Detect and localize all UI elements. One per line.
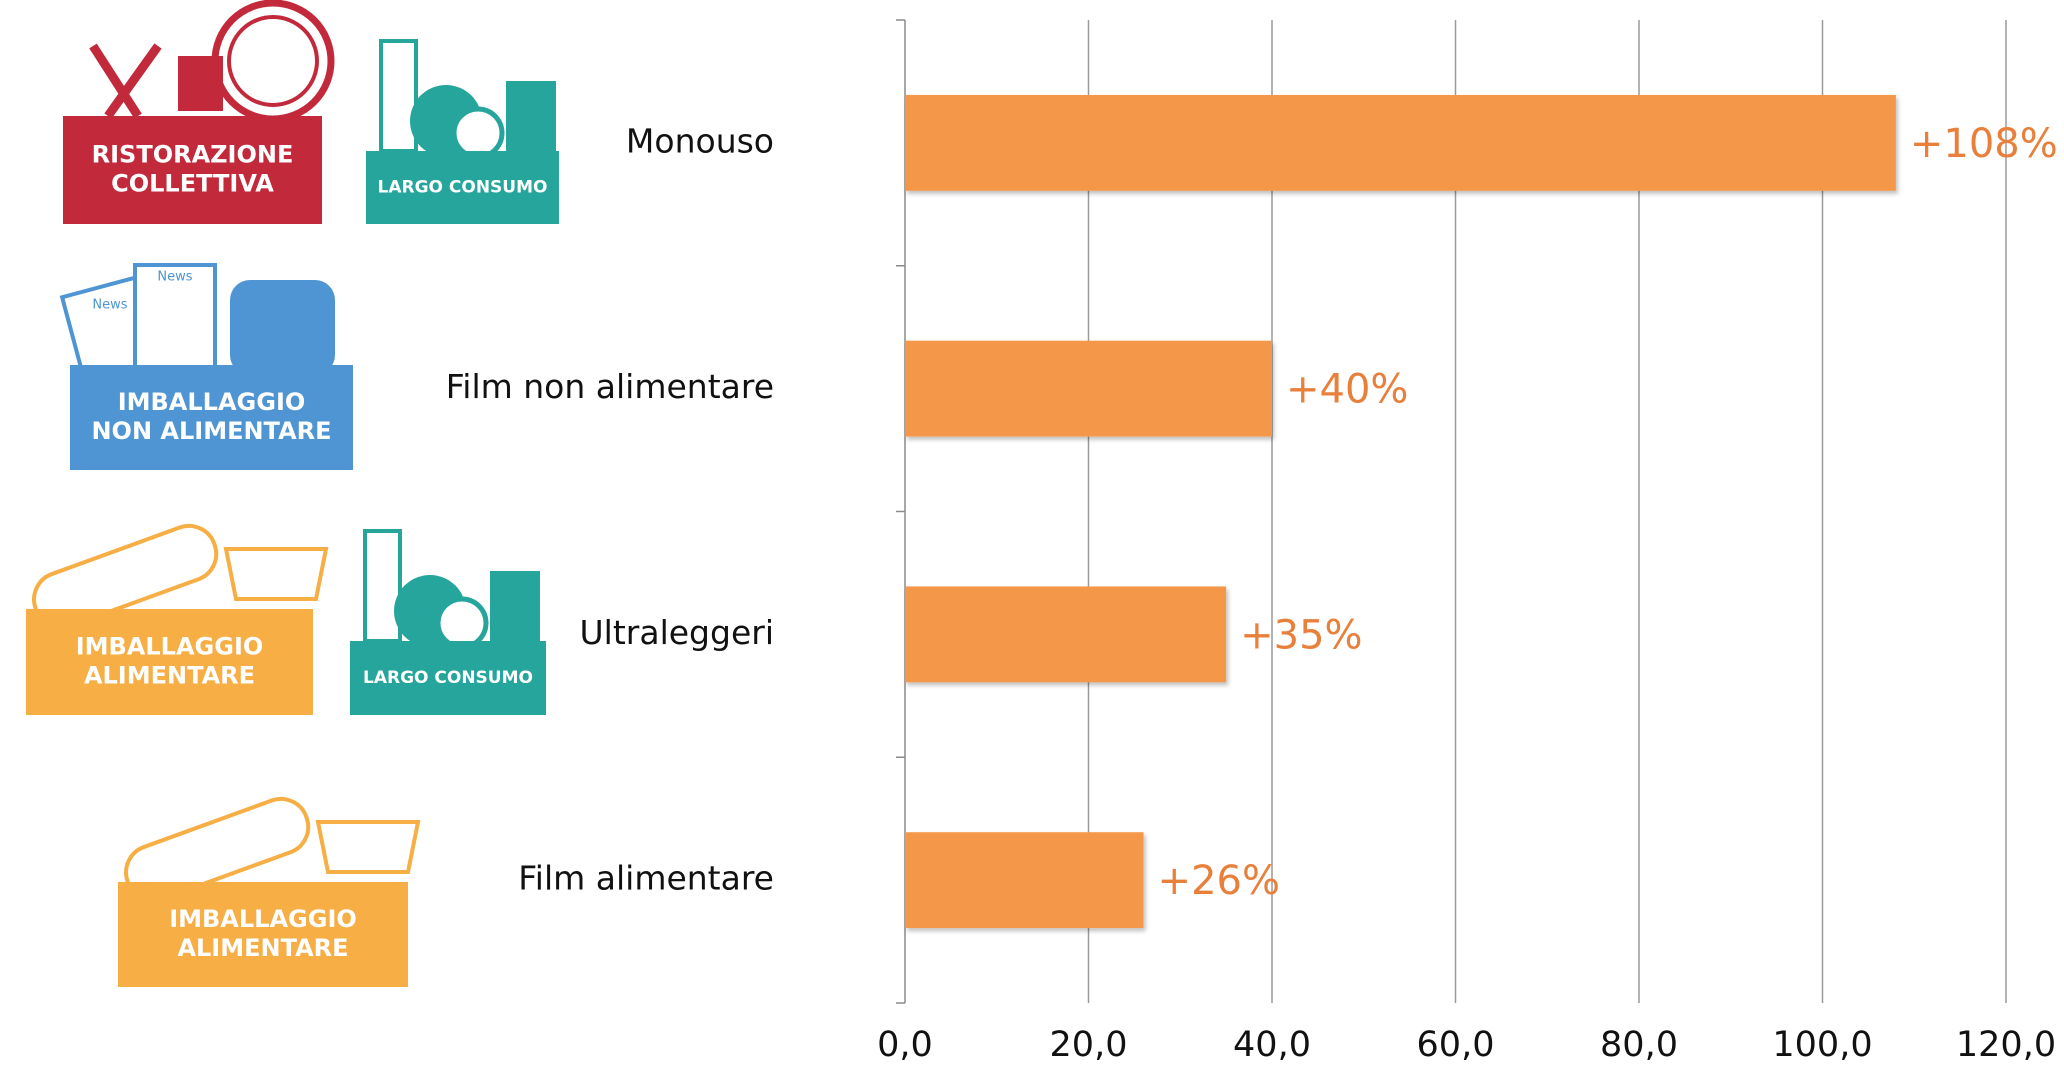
cutlery (93, 46, 158, 116)
tray (226, 549, 326, 599)
x-tick-label: 100,0 (1772, 1025, 1872, 1065)
icon-label: IMBALLAGGIO (118, 388, 306, 416)
bag (506, 81, 556, 151)
news-label: News (92, 298, 127, 313)
plate-2 (438, 599, 486, 647)
category-label: Ultraleggeri (580, 613, 774, 652)
chart: 0,0 20,0 40,0 60,0 80,0 100,0 120,0 Monouso +108… (0, 0, 2064, 1067)
bar (905, 341, 1272, 437)
x-tick-label: 20,0 (1050, 1025, 1128, 1065)
tray (318, 822, 418, 872)
value-label: +26% (1158, 858, 1280, 904)
bag (490, 571, 540, 641)
value-label: +35% (1240, 612, 1362, 658)
x-tick-label: 0,0 (877, 1025, 933, 1065)
category-icon: LARGO CONSUMO (350, 531, 546, 715)
icon-label: ALIMENTARE (177, 934, 348, 962)
cups (381, 41, 416, 151)
category-label: Film alimentare (518, 859, 774, 898)
bar (905, 95, 1896, 191)
cups (365, 531, 400, 641)
icon-label: COLLETTIVA (111, 169, 274, 197)
category-label: Film non alimentare (446, 367, 774, 406)
icon-label: IMBALLAGGIO (76, 633, 264, 661)
x-tick-label: 60,0 (1417, 1025, 1495, 1065)
cup (178, 56, 223, 111)
news-label: News (157, 270, 192, 285)
x-tick-label: 80,0 (1600, 1025, 1678, 1065)
icon-label: ALIMENTARE (84, 661, 255, 689)
x-tick-label: 120,0 (1956, 1025, 2056, 1065)
value-label: +40% (1286, 367, 1408, 413)
value-label: +108% (1910, 121, 2058, 167)
bar (905, 832, 1144, 928)
icon-label: NON ALIMENTARE (91, 417, 331, 445)
category-icon: LARGO CONSUMO (366, 41, 559, 224)
rolls (230, 280, 335, 375)
icon-label: IMBALLAGGIO (169, 905, 357, 933)
bar (905, 586, 1226, 682)
icon-label: LARGO CONSUMO (378, 178, 548, 198)
page: 0,0 20,0 40,0 60,0 80,0 100,0 120,0 Monouso +108… (0, 0, 2064, 1067)
x-tick-label: 40,0 (1233, 1025, 1311, 1065)
icon-label: RISTORAZIONE (92, 141, 294, 169)
plate (215, 3, 331, 119)
category-label: Monouso (626, 121, 774, 160)
icon-label: LARGO CONSUMO (363, 668, 533, 688)
plate-2 (454, 109, 502, 157)
